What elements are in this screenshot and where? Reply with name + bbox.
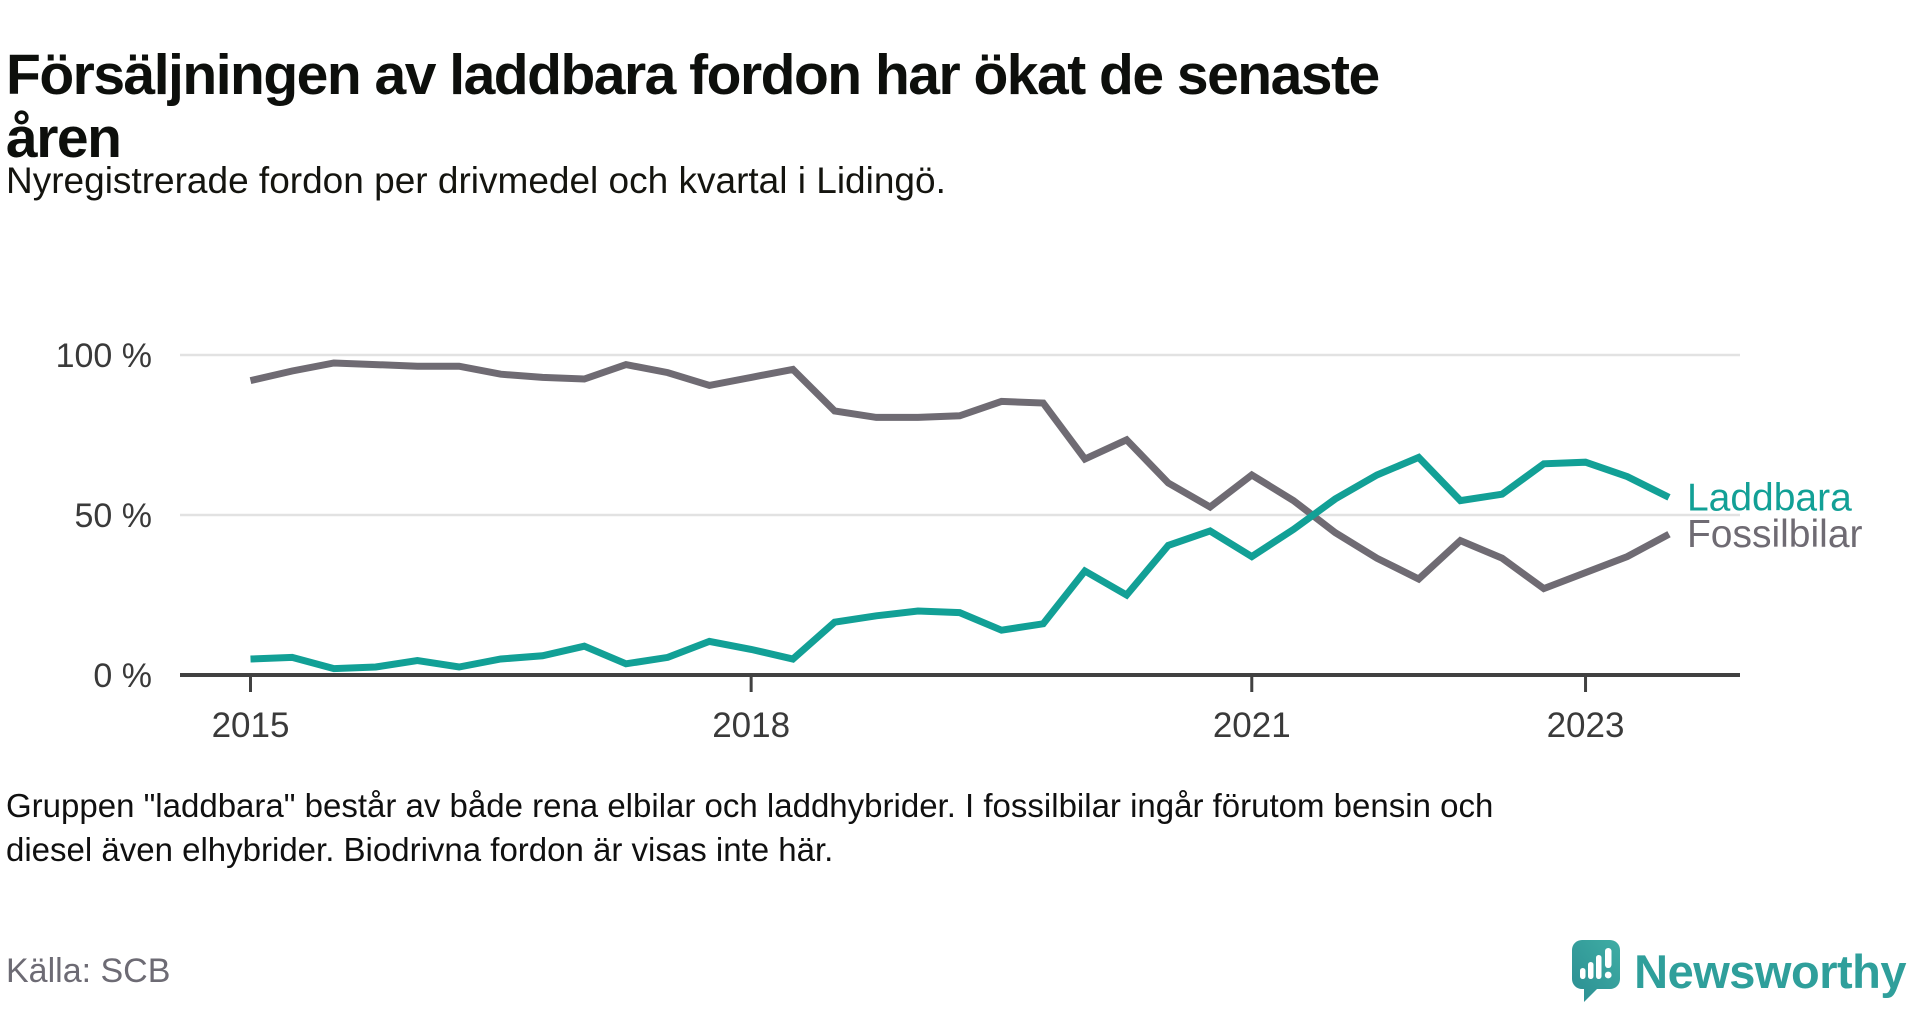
logo-bar-2: [1588, 962, 1594, 979]
x-tick-label: 2021: [1213, 706, 1291, 745]
series-line-laddbara: [250, 453, 1671, 673]
newsworthy-logo-icon: [1572, 940, 1621, 1002]
series-line-fossilbilar: [249, 359, 1671, 593]
y-tick-label: 0 %: [93, 657, 152, 695]
logo-exclamation-bar: [1605, 948, 1612, 968]
x-tick-label: 2018: [712, 706, 790, 745]
chart-footnote: Gruppen "laddbara" består av både rena e…: [6, 787, 1494, 868]
y-tick-label: 50 %: [75, 497, 153, 535]
legend-label-laddbara: Laddbara: [1687, 476, 1852, 519]
legend-label-fossilbilar: Fossilbilar: [1687, 513, 1863, 556]
logo-exclamation-dot: [1604, 971, 1612, 979]
x-tick-label: 2023: [1547, 706, 1625, 745]
logo-bar-3: [1596, 955, 1602, 979]
newsworthy-branding: Newsworthy: [1571, 940, 1906, 1003]
x-tick-label: 2015: [212, 706, 290, 745]
y-tick-label: 100 %: [56, 337, 152, 375]
chart-subtitle: Nyregistrerade fordon per drivmedel och …: [6, 160, 946, 201]
page-title: Försäljningen av laddbara fordon har öka…: [6, 43, 1380, 171]
logo-bar-1: [1580, 968, 1586, 979]
source-label: Källa: SCB: [6, 952, 171, 990]
newsworthy-wordmark: Newsworthy: [1634, 945, 1906, 998]
